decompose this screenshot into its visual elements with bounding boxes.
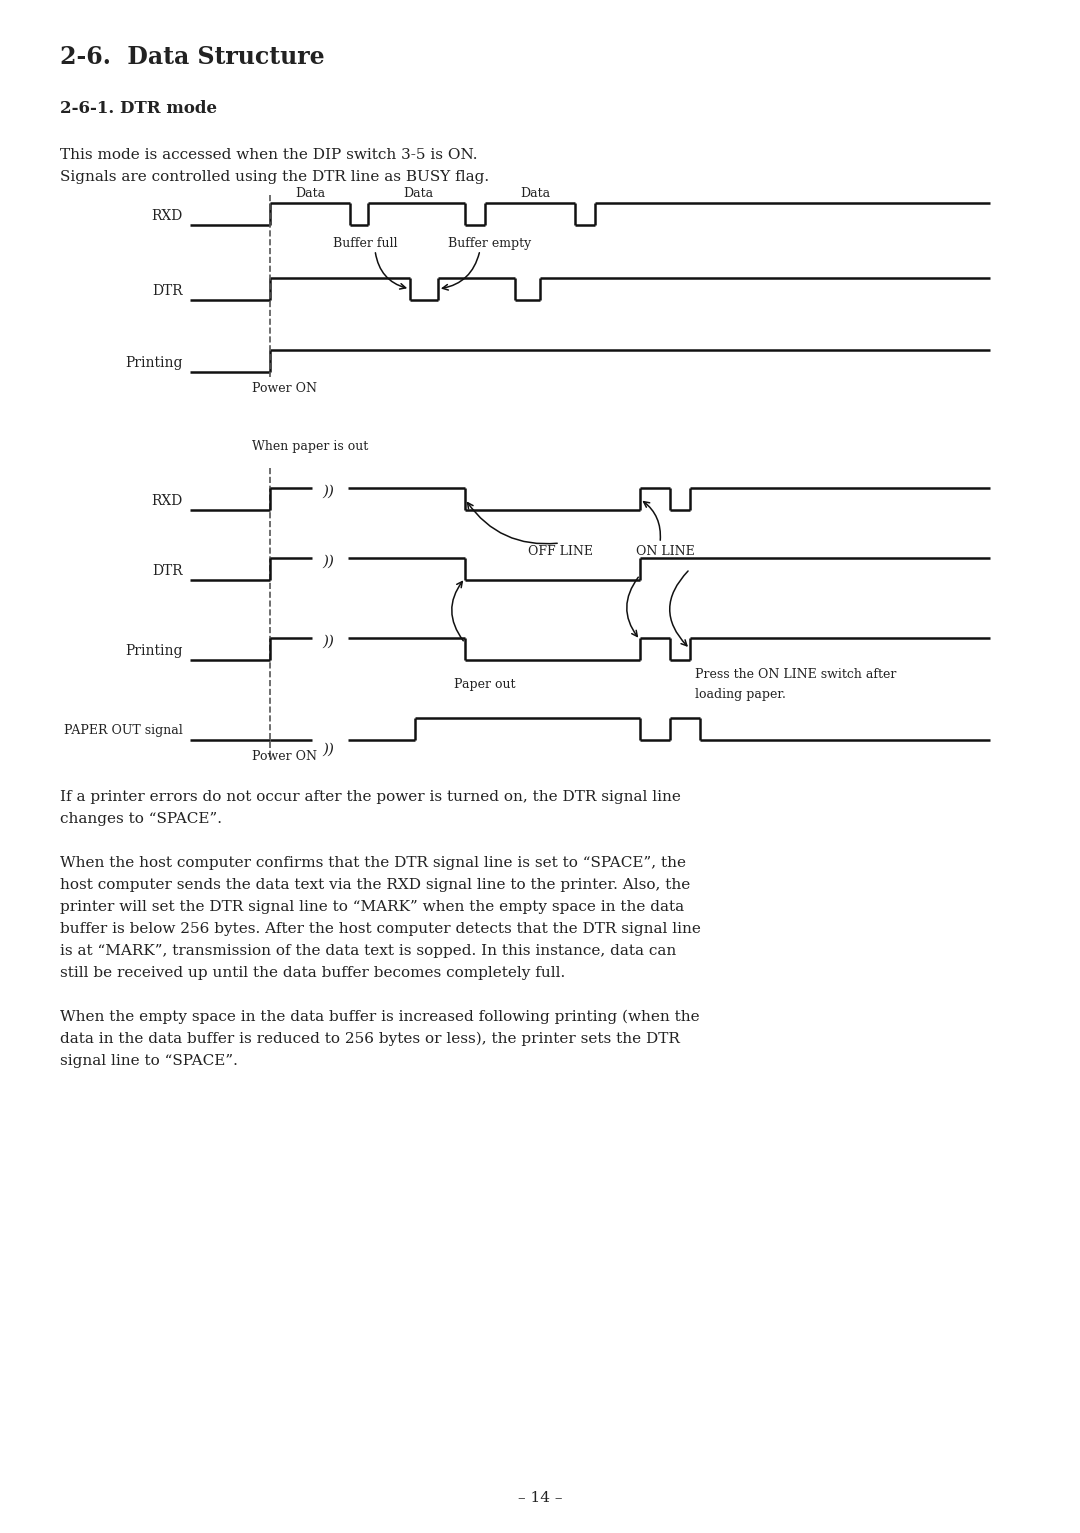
Text: 2-6.  Data Structure: 2-6. Data Structure (60, 44, 325, 69)
Text: Data: Data (403, 187, 433, 199)
Text: Signals are controlled using the DTR line as BUSY flag.: Signals are controlled using the DTR lin… (60, 170, 489, 184)
Text: ON LINE: ON LINE (636, 546, 694, 558)
Text: Data: Data (519, 187, 550, 199)
Text: – 14 –: – 14 – (517, 1492, 563, 1505)
Text: buffer is below 256 bytes. After the host computer detects that the DTR signal l: buffer is below 256 bytes. After the hos… (60, 921, 701, 937)
Text: )): )) (322, 635, 334, 648)
Text: Power ON: Power ON (252, 382, 318, 396)
Text: Press the ON LINE switch after: Press the ON LINE switch after (696, 668, 896, 681)
Text: Data: Data (295, 187, 325, 199)
Text: is at “MARK”, transmission of the data text is sopped. In this instance, data ca: is at “MARK”, transmission of the data t… (60, 944, 676, 958)
Text: If a printer errors do not occur after the power is turned on, the DTR signal li: If a printer errors do not occur after t… (60, 789, 680, 803)
Text: printer will set the DTR signal line to “MARK” when the empty space in the data: printer will set the DTR signal line to … (60, 900, 684, 914)
Text: DTR: DTR (152, 564, 183, 578)
Text: When the empty space in the data buffer is increased following printing (when th: When the empty space in the data buffer … (60, 1010, 700, 1024)
Text: )): )) (322, 744, 334, 757)
Text: DTR: DTR (152, 284, 183, 297)
Text: PAPER OUT signal: PAPER OUT signal (64, 725, 183, 737)
Text: RXD: RXD (152, 208, 183, 222)
Text: 2-6-1. DTR mode: 2-6-1. DTR mode (60, 100, 217, 117)
Text: Paper out: Paper out (455, 678, 516, 691)
Text: data in the data buffer is reduced to 256 bytes or less), the printer sets the D: data in the data buffer is reduced to 25… (60, 1032, 680, 1047)
Text: When the host computer confirms that the DTR signal line is set to “SPACE”, the: When the host computer confirms that the… (60, 855, 686, 871)
Text: Buffer empty: Buffer empty (448, 238, 531, 250)
Text: OFF LINE: OFF LINE (527, 546, 593, 558)
Text: This mode is accessed when the DIP switch 3-5 is ON.: This mode is accessed when the DIP switc… (60, 149, 477, 162)
Text: Power ON: Power ON (252, 750, 318, 763)
Text: Printing: Printing (125, 644, 183, 658)
Text: )): )) (322, 484, 334, 500)
Text: Printing: Printing (125, 356, 183, 369)
Text: signal line to “SPACE”.: signal line to “SPACE”. (60, 1055, 238, 1069)
Text: RXD: RXD (152, 494, 183, 507)
Text: )): )) (322, 555, 334, 569)
Text: When paper is out: When paper is out (252, 440, 368, 452)
Text: loading paper.: loading paper. (696, 688, 786, 701)
Text: host computer sends the data text via the RXD signal line to the printer. Also, : host computer sends the data text via th… (60, 878, 690, 892)
Text: changes to “SPACE”.: changes to “SPACE”. (60, 812, 222, 826)
Text: Buffer full: Buffer full (333, 238, 397, 250)
Text: still be received up until the data buffer becomes completely full.: still be received up until the data buff… (60, 966, 565, 980)
